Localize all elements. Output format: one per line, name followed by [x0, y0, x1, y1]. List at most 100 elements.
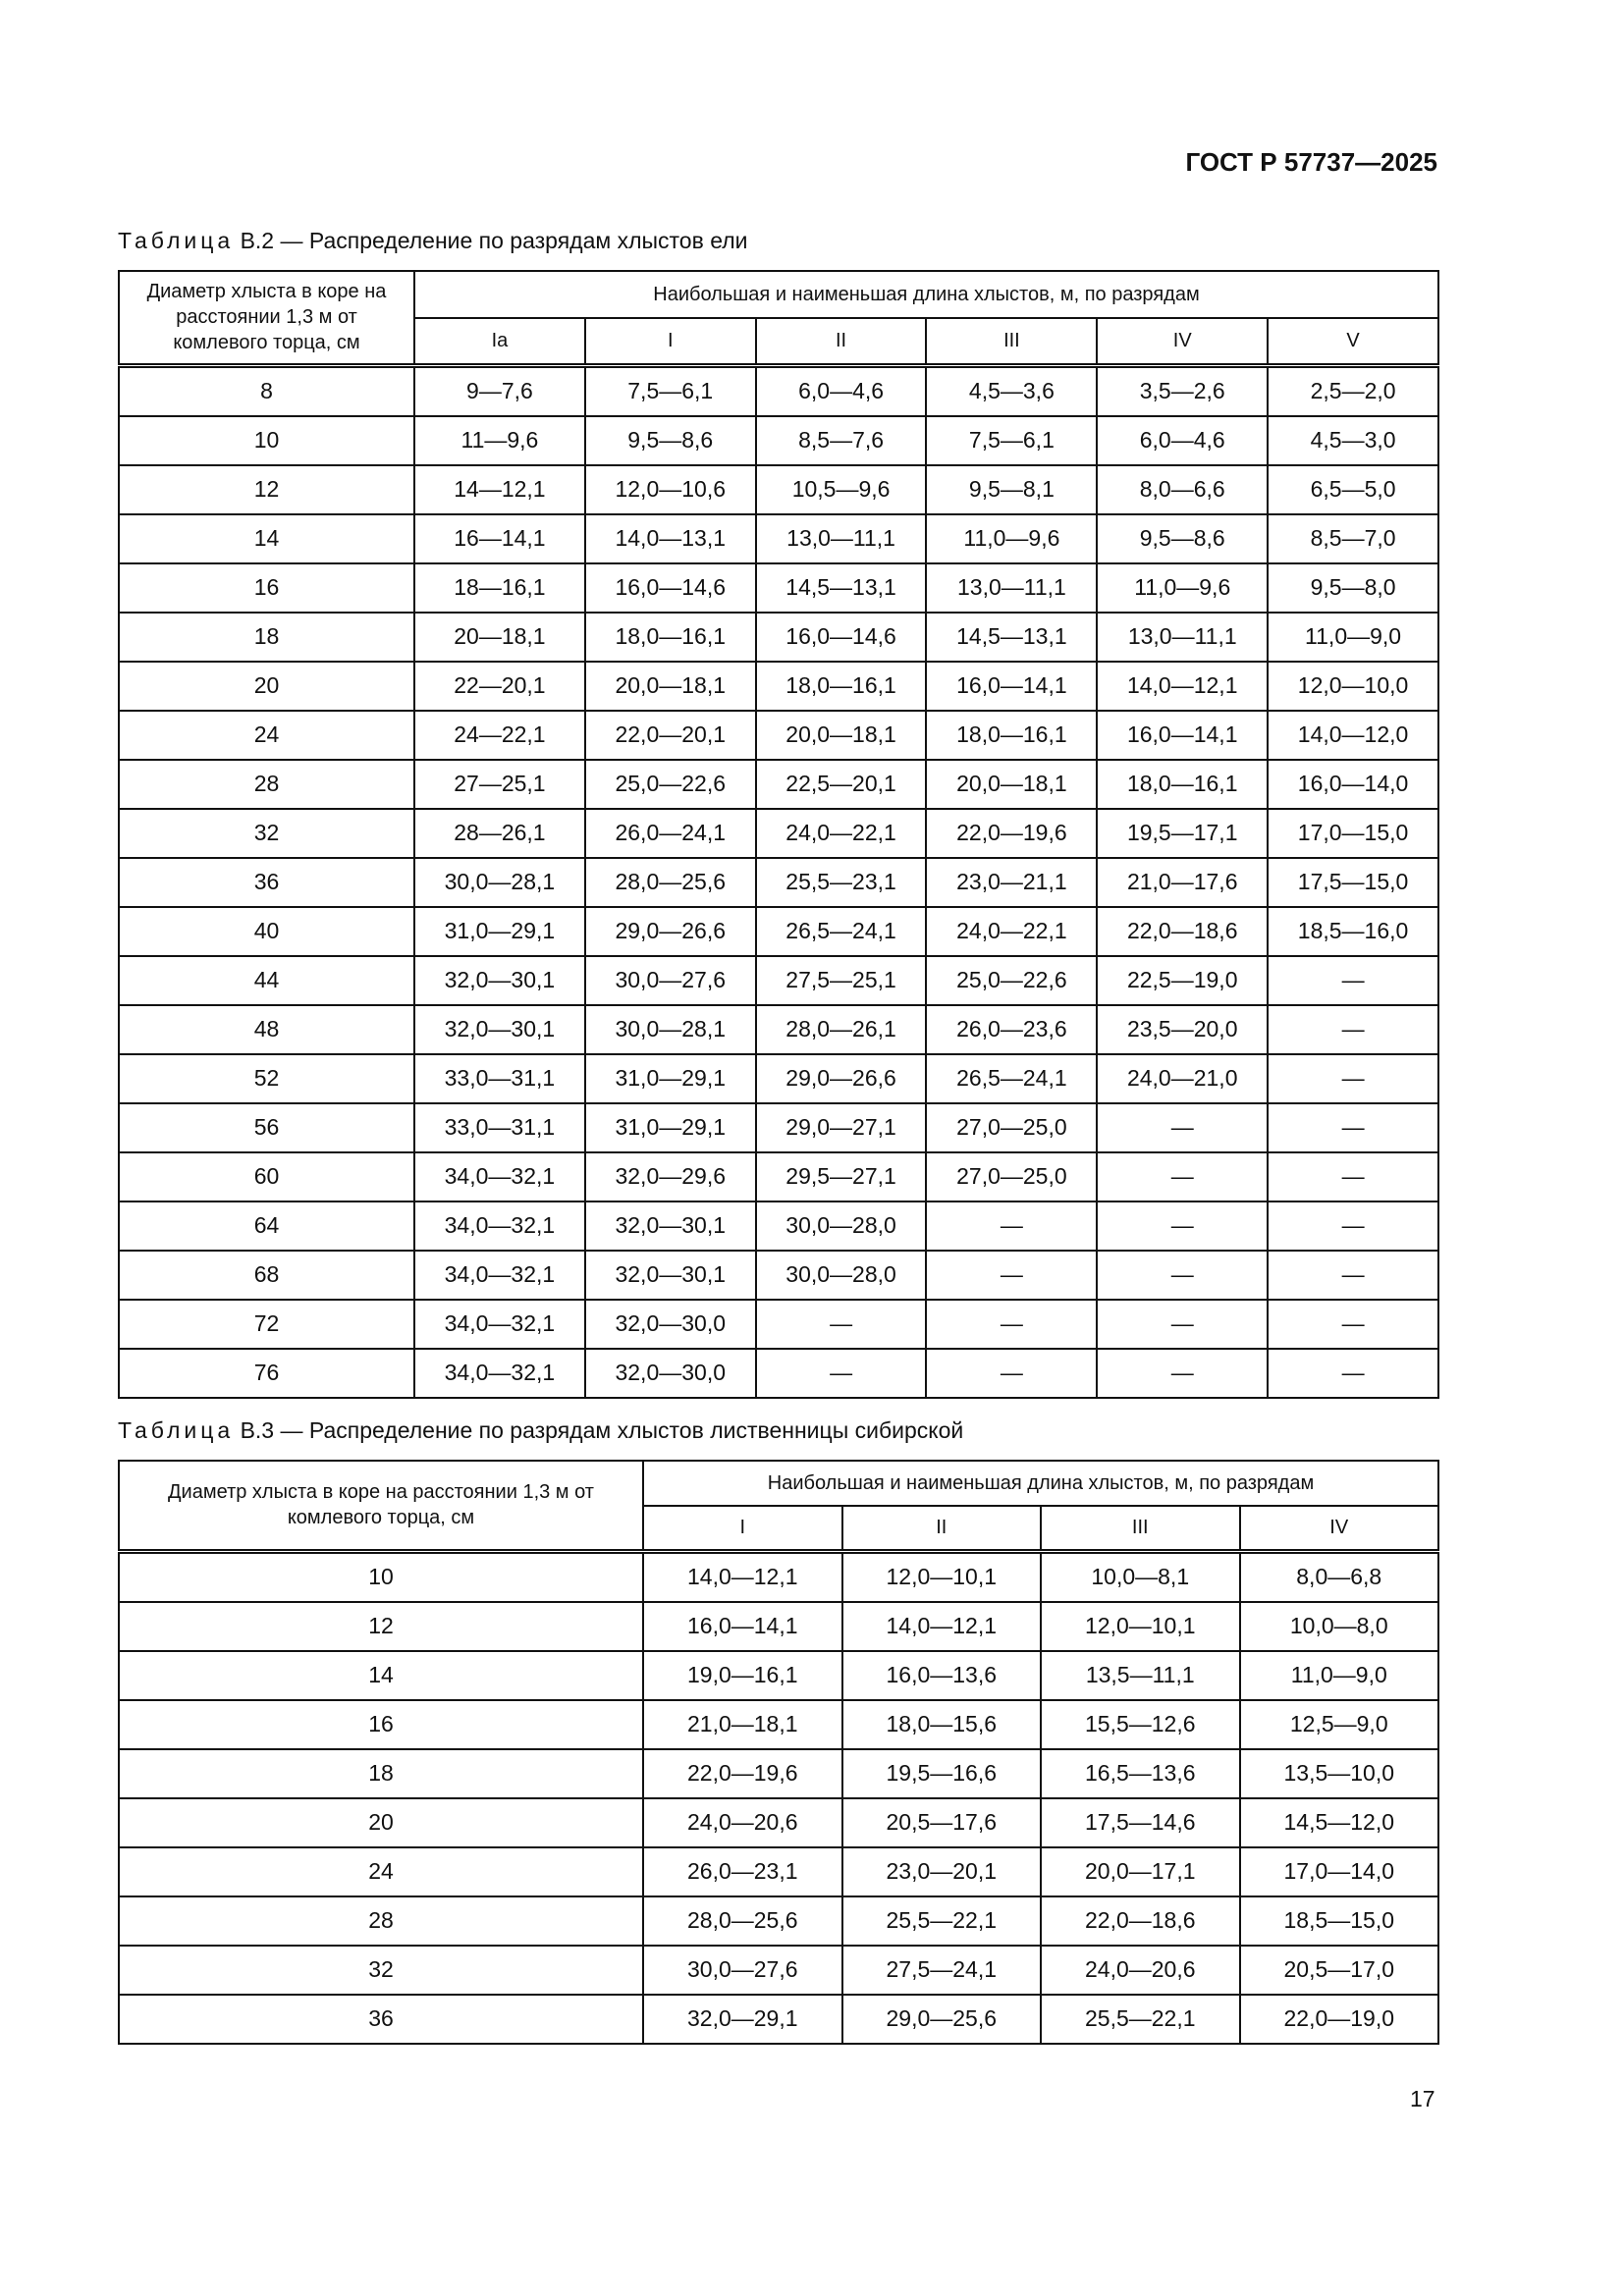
length-range-cell: —: [1267, 1101, 1439, 1153]
diameter-cell: 32: [118, 1944, 644, 1996]
length-range-cell: 14,0—13,1: [583, 512, 757, 564]
diameter-cell: 36: [118, 1993, 644, 2045]
length-range-cell: 30,0—28,0: [754, 1249, 928, 1301]
length-range-cell: 30,0—27,6: [583, 954, 757, 1006]
length-range-cell: —: [754, 1298, 928, 1350]
length-range-cell: 34,0—32,1: [413, 1249, 586, 1301]
grade-header: I: [583, 317, 757, 366]
length-range-cell: 14,5—13,1: [925, 611, 1099, 663]
length-range-cell: —: [1096, 1347, 1270, 1399]
length-range-cell: 23,0—21,1: [925, 856, 1099, 908]
length-range-cell: —: [1096, 1249, 1270, 1301]
diameter-cell: 12: [118, 1600, 644, 1652]
length-range-cell: 20,0—17,1: [1040, 1845, 1241, 1897]
length-range-cell: 27,0—25,0: [925, 1150, 1099, 1202]
length-range-cell: 8,0—6,8: [1238, 1548, 1439, 1603]
length-range-cell: 22—20,1: [413, 660, 586, 712]
length-range-cell: —: [1096, 1150, 1270, 1202]
length-range-cell: 6,0—4,6: [1096, 414, 1270, 466]
diameter-cell: 76: [118, 1347, 415, 1399]
table-row: 14 16—14,1 14,0—13,1 13,0—11,1 11,0—9,6 9,5—8…: [118, 512, 1439, 564]
length-range-cell: 31,0—29,1: [413, 905, 586, 957]
length-range-cell: 25,5—22,1: [1040, 1993, 1241, 2045]
length-range-cell: 18,0—15,6: [840, 1698, 1042, 1750]
length-range-cell: 20,0—18,1: [925, 758, 1099, 810]
length-range-cell: 13,5—11,1: [1040, 1649, 1241, 1701]
table-row: 76 34,0—32,1 32,0—30,0— — — —: [118, 1347, 1439, 1399]
table-row: 28 27—25,1 25,0—22,6 22,5—20,1 20,0—18,1 18,0…: [118, 758, 1439, 810]
length-range-cell: 18—16,1: [413, 561, 586, 614]
length-range-cell: 24,0—22,1: [754, 807, 928, 859]
table-row: 64 34,0—32,1 32,0—30,1 30,0—28,0— — —: [118, 1200, 1439, 1252]
length-range-cell: 10,0—8,0: [1238, 1600, 1439, 1652]
diameter-cell: 12: [118, 463, 415, 515]
grade-header: II: [754, 317, 928, 366]
diameter-cell: 16: [118, 561, 415, 614]
length-range-cell: 10,0—8,1: [1040, 1548, 1241, 1603]
diameter-cell: 24: [118, 1845, 644, 1897]
length-range-cell: 12,5—9,0: [1238, 1698, 1439, 1750]
length-range-cell: 14,0—12,1: [1096, 660, 1270, 712]
length-range-cell: 22,5—19,0: [1096, 954, 1270, 1006]
length-range-cell: —: [925, 1347, 1099, 1399]
length-range-cell: 26,0—23,6: [925, 1003, 1099, 1055]
diameter-cell: 20: [118, 660, 415, 712]
length-range-cell: 34,0—32,1: [413, 1200, 586, 1252]
length-range-cell: 25,0—22,6: [583, 758, 757, 810]
length-range-cell: 32,0—30,0: [583, 1347, 757, 1399]
table-row: 18 22,0—19,6 19,5—16,6 16,5—13,6 13,5—10,0: [118, 1747, 1439, 1799]
length-range-cell: 30,0—28,1: [413, 856, 586, 908]
length-range-cell: 2,5—2,0: [1267, 362, 1439, 417]
grade-header: II: [840, 1505, 1042, 1552]
length-range-cell: 12,0—10,1: [1040, 1600, 1241, 1652]
length-range-cell: 16,0—14,1: [925, 660, 1099, 712]
length-range-cell: 4,5—3,0: [1267, 414, 1439, 466]
length-range-cell: 19,5—16,6: [840, 1747, 1042, 1799]
length-range-cell: 18,0—16,1: [754, 660, 928, 712]
caption-word: Таблица: [118, 228, 235, 253]
length-range-cell: 22,0—20,1: [583, 709, 757, 761]
length-range-cell: 22,5—20,1: [754, 758, 928, 810]
length-range-cell: 14,0—12,1: [840, 1600, 1042, 1652]
diameter-cell: 68: [118, 1249, 415, 1301]
length-range-cell: 19,0—16,1: [642, 1649, 843, 1701]
length-range-cell: 29,0—25,6: [840, 1993, 1042, 2045]
length-range-cell: —: [1267, 1298, 1439, 1350]
diameter-cell: 56: [118, 1101, 415, 1153]
length-range-cell: 26,0—24,1: [583, 807, 757, 859]
length-range-cell: 16,0—14,1: [1096, 709, 1270, 761]
length-range-cell: 4,5—3,6: [925, 362, 1099, 417]
diameter-cell: 48: [118, 1003, 415, 1055]
diameter-cell: 24: [118, 709, 415, 761]
length-range-cell: 22,0—19,6: [925, 807, 1099, 859]
length-range-cell: 24,0—20,6: [642, 1796, 843, 1848]
table-row: 24 24—22,1 22,0—20,1 20,0—18,1 18,0—16,1 16,0…: [118, 709, 1439, 761]
length-range-cell: 16,0—14,1: [642, 1600, 843, 1652]
length-range-cell: 32,0—29,6: [583, 1150, 757, 1202]
length-range-cell: 18,5—16,0: [1267, 905, 1439, 957]
length-range-cell: —: [1267, 1347, 1439, 1399]
diameter-cell: 32: [118, 807, 415, 859]
length-range-cell: 27—25,1: [413, 758, 586, 810]
length-range-cell: 28,0—25,6: [642, 1895, 843, 1947]
length-range-cell: 9,5—8,0: [1267, 561, 1439, 614]
length-range-cell: 6,5—5,0: [1267, 463, 1439, 515]
length-range-cell: —: [1096, 1101, 1270, 1153]
length-range-cell: 23,5—20,0: [1096, 1003, 1270, 1055]
length-range-cell: 32,0—30,1: [583, 1249, 757, 1301]
caption-text: В.3 — Распределение по разрядам хлыстов …: [240, 1417, 964, 1443]
length-range-cell: 20,0—18,1: [754, 709, 928, 761]
length-range-cell: 20,0—18,1: [583, 660, 757, 712]
length-range-cell: 8,5—7,6: [754, 414, 928, 466]
length-range-cell: 11,0—9,6: [1096, 561, 1270, 614]
table-row: 16 18—16,1 16,0—14,6 14,5—13,1 13,0—11,1 11,0…: [118, 561, 1439, 614]
length-range-cell: 26,0—23,1: [642, 1845, 843, 1897]
diameter-cell: 40: [118, 905, 415, 957]
length-range-cell: —: [925, 1298, 1099, 1350]
grade-header: V: [1267, 317, 1439, 366]
length-range-cell: 9,5—8,6: [1096, 512, 1270, 564]
length-range-cell: 32,0—29,1: [642, 1993, 843, 2045]
length-range-cell: 11,0—9,0: [1238, 1649, 1439, 1701]
document-id: ГОСТ Р 57737—2025: [1185, 147, 1437, 177]
length-range-cell: 24,0—21,0: [1096, 1052, 1270, 1104]
